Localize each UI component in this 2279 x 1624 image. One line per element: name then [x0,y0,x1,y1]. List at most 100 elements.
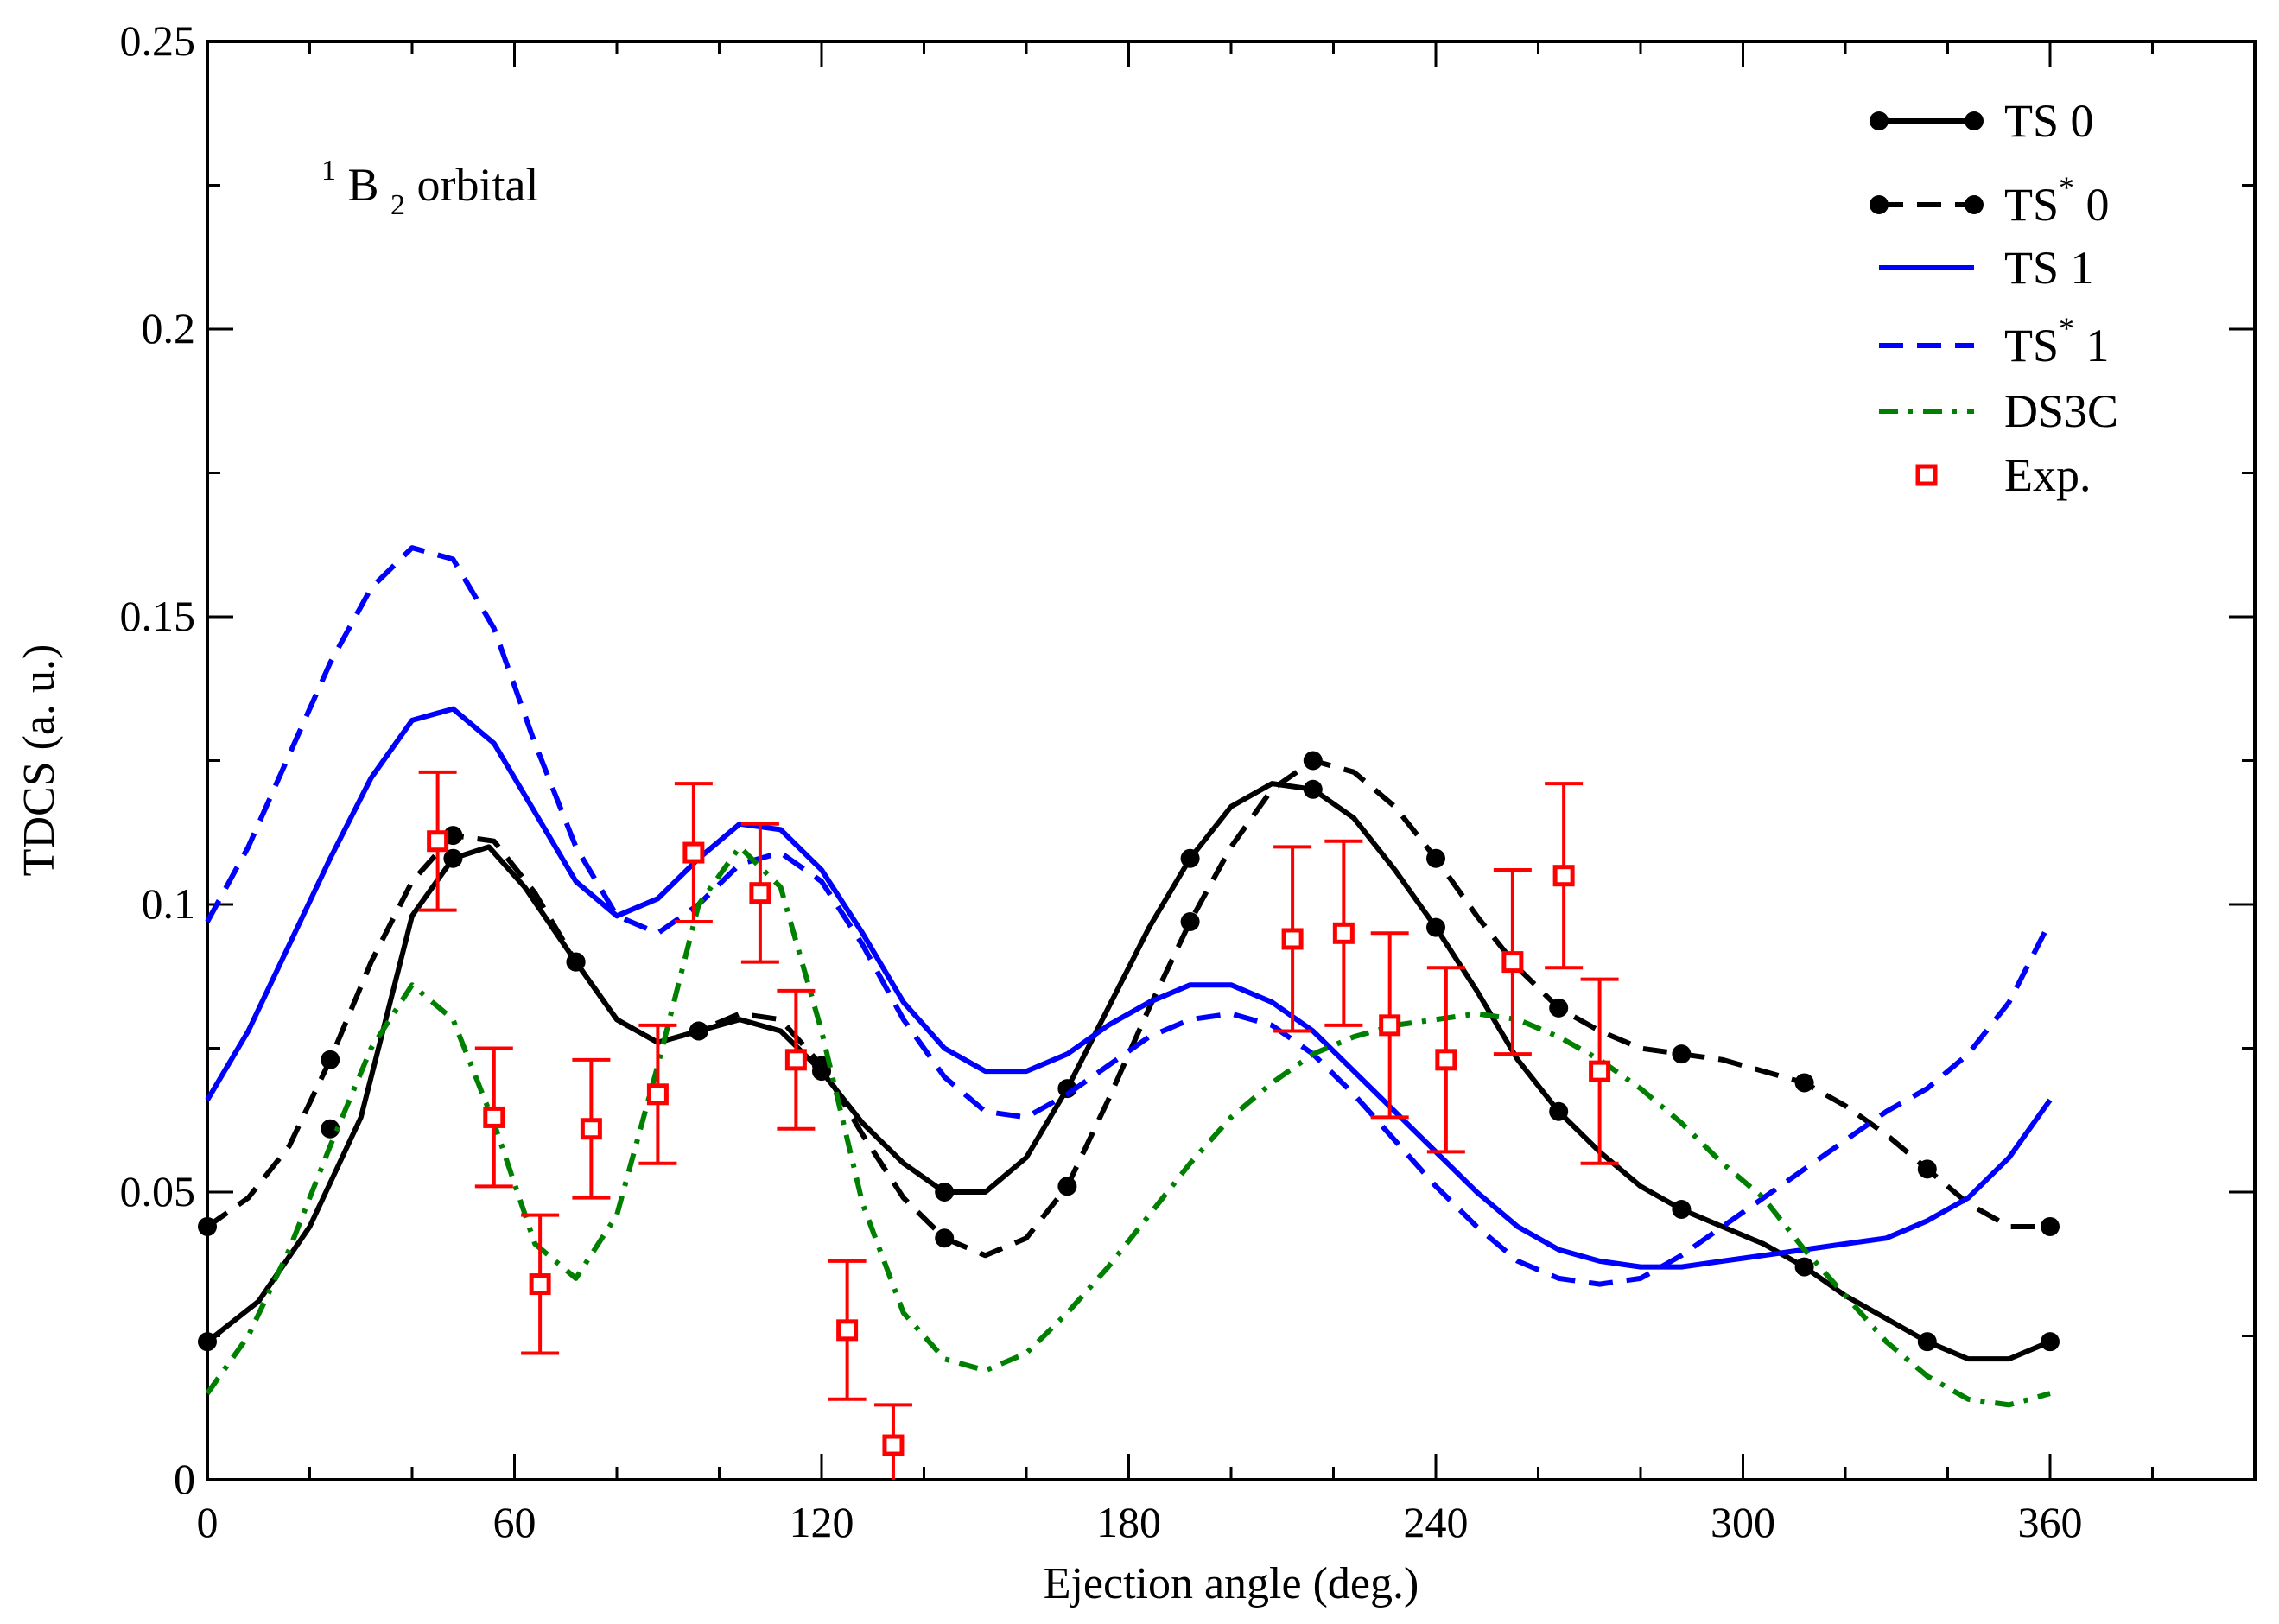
series-marker [1549,1101,1569,1121]
series-marker [1180,848,1200,868]
exp-marker [1281,928,1304,950]
legend-entry: TS 1 [1879,242,2094,294]
exp-marker [836,1319,859,1342]
exp-point [777,988,816,1131]
x-axis-title: Ejection angle (deg.) [1044,1559,1419,1608]
series-marker [566,952,586,972]
orbital-main: B [348,159,379,211]
x-tick-label: 0 [197,1498,219,1546]
plot-frame [206,40,2257,1481]
legend-entry: TS* 1 [1879,311,2110,371]
series-marker [1057,1177,1077,1196]
x-tick-label: 240 [1404,1498,1469,1546]
series-line [206,758,2050,1259]
series-line [205,844,2051,1408]
series-ts-1 [205,545,2053,1287]
series-marker [935,1228,955,1248]
exp-marker [427,830,449,853]
legend-label: TS* 0 [2004,170,2110,231]
exp-point [474,1046,513,1189]
series-marker [198,1332,217,1352]
exp-marker [749,882,771,904]
series-marker [1794,1073,1814,1093]
series-ts-0 [198,779,2060,1362]
exp-point [638,1023,677,1165]
series-marker [1549,998,1569,1018]
exp-point [873,1403,912,1480]
series-marker [443,848,463,868]
y-tick-label: 0.2 [142,304,196,352]
series-ts-0 [198,751,2060,1259]
legend-entry: TS* 0 [1870,170,2110,231]
exp-marker [1435,1049,1457,1071]
series-ts-1 [205,706,2053,1270]
series-marker [1672,1199,1692,1219]
exp-marker [882,1434,905,1456]
series-line [206,781,2052,1362]
series-marker [321,1050,340,1069]
exp-marker [682,841,705,864]
x-tick-label: 180 [1096,1498,1161,1546]
exp-marker [529,1273,551,1296]
exp-point [1324,839,1363,1027]
legend-marker [1870,111,1889,130]
series-marker [2041,1332,2060,1352]
exp-point [740,822,779,964]
series-marker [1672,1044,1692,1064]
series-ds3c [205,844,2051,1408]
legend-entry: TS 0 [1870,95,2094,147]
series-marker [1180,911,1200,931]
orbital-suffix: orbital [417,159,539,211]
series-line [205,545,2053,1287]
legend-entry-exp: Exp. [1915,449,2092,501]
legend-label: TS* 1 [2004,311,2110,371]
y-tick-label: 0.1 [142,879,196,928]
series-marker [935,1183,955,1202]
legend-exp-marker [1915,464,1938,486]
y-tick-label: 0.15 [120,592,196,640]
orbital-sup: 1 [321,155,336,187]
legend-label: DS3C [2004,385,2118,437]
exp-marker [1379,1014,1401,1037]
series-line [205,706,2053,1270]
exp-point [1370,931,1409,1120]
series-marker [689,1021,708,1041]
series-marker [2041,1216,2060,1236]
experiment-layer [418,770,1619,1480]
exp-marker [1552,865,1575,887]
legend-label: Exp. [2004,449,2092,501]
y-tick-label: 0.05 [120,1167,196,1215]
series-marker [1426,848,1445,868]
exp-marker [1589,1060,1611,1082]
x-tick-label: 300 [1711,1498,1775,1546]
exp-point [572,1057,611,1200]
orbital-annotation: 1 B 2 orbital [321,138,539,225]
exp-point [674,782,713,923]
series-marker [1426,917,1445,937]
exp-point [1426,966,1465,1154]
exp-point [1545,782,1584,970]
legend-marker [1965,195,1984,214]
y-tick-label: 0 [174,1455,195,1503]
legend-label: TS 1 [2004,242,2094,294]
series-marker [198,1216,217,1236]
exp-point [1273,845,1312,1033]
series-marker [1303,751,1323,771]
series-marker [1303,779,1323,799]
series-layer [198,545,2060,1408]
legend-entry: DS3C [1879,385,2118,437]
exp-marker [784,1049,807,1071]
exp-point [1493,868,1532,1056]
x-tick-label: 360 [2018,1498,2083,1546]
tick-labels: 0 60 120 180 240 300 360 0 0.05 0.1 0.15 0.2 0.25 [120,16,2083,1546]
legend-marker [1870,195,1889,214]
exp-point [521,1213,560,1355]
y-axis-title: TDCS (a. u.) [15,644,64,877]
exp-point [1580,977,1619,1165]
exp-marker [483,1106,505,1128]
legend-marker [1965,111,1984,130]
exp-point [418,770,457,912]
series-marker [321,1119,340,1139]
x-tick-label: 60 [493,1498,536,1546]
